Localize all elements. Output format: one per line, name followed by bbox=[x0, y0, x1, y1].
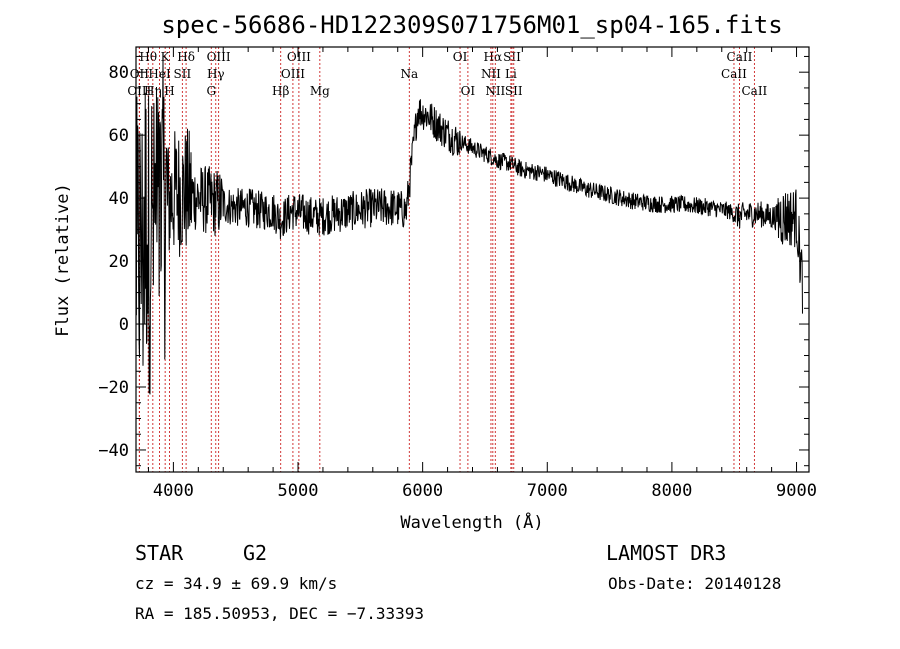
spectral-line-label-3: Hη bbox=[144, 84, 162, 98]
spectral-line-label-1: OII bbox=[130, 67, 150, 81]
spectral-line-label-27: CaII bbox=[741, 84, 767, 98]
object-subclass: G2 bbox=[243, 541, 267, 565]
spectral-line-label-17: OI bbox=[453, 50, 468, 64]
spectral-line-label-5: K bbox=[161, 50, 171, 64]
spectral-line-label-18: OI bbox=[461, 84, 476, 98]
spectral-line-label-0: Hθ bbox=[139, 50, 157, 64]
spectral-line-label-21: NII bbox=[485, 84, 505, 98]
spectral-line-label-7: Hδ bbox=[177, 50, 195, 64]
x-tick-label-1: 5000 bbox=[278, 481, 319, 501]
coordinates-info: RA = 185.50953, DEC = −7.33393 bbox=[135, 604, 424, 623]
spectrum-line bbox=[135, 55, 803, 395]
survey-name: LAMOST DR3 bbox=[606, 541, 726, 565]
spectral-line-label-15: Mg bbox=[310, 84, 330, 98]
x-tick-label-5: 9000 bbox=[776, 481, 817, 501]
spectral-line-label-20: NII bbox=[481, 67, 501, 81]
x-tick-label-2: 6000 bbox=[402, 481, 443, 501]
spectral-line-label-13: OIII bbox=[287, 50, 311, 64]
spectral-line-label-8: SII bbox=[174, 67, 192, 81]
y-tick-label-2: 0 bbox=[119, 315, 129, 335]
y-tick-label-6: 80 bbox=[109, 63, 129, 83]
spectral-line-label-23: Li bbox=[505, 67, 517, 81]
y-tick-label-4: 40 bbox=[109, 189, 129, 209]
axis-ticks: 4000 5000 6000 7000 8000 9000 −40 −20 0 20 40 60 80 bbox=[98, 47, 817, 501]
spectral-line-label-22: SII bbox=[503, 50, 521, 64]
spectral-line-label-10: Hγ bbox=[207, 67, 225, 81]
spectral-line-label-16: Na bbox=[400, 67, 418, 81]
spectral-line-label-9: OIII bbox=[207, 50, 231, 64]
spectral-line-label-14: OIII bbox=[281, 67, 305, 81]
y-tick-label-0: −40 bbox=[98, 441, 129, 461]
spectral-line-label-25: CaII bbox=[727, 50, 753, 64]
x-axis-label: Wavelength (Å) bbox=[400, 511, 543, 533]
spectral-line-label-12: Hβ bbox=[272, 84, 289, 98]
spectral-line-label-11: G bbox=[206, 84, 216, 98]
obs-date: Obs-Date: 20140128 bbox=[608, 574, 781, 593]
y-tick-label-5: 60 bbox=[109, 126, 129, 146]
redshift-info: cz = 34.9 ± 69.9 km/s bbox=[135, 574, 337, 593]
spectral-line-label-26: CaII bbox=[721, 67, 747, 81]
spectral-line-label-6: H bbox=[164, 84, 174, 98]
object-class: STAR bbox=[135, 541, 184, 565]
spectral-line-label-4: HeI bbox=[148, 67, 171, 81]
spectral-line-label-24: SII bbox=[505, 84, 523, 98]
x-tick-label-3: 7000 bbox=[527, 481, 568, 501]
y-axis-label: Flux (relative) bbox=[53, 183, 73, 337]
chart-title: spec-56686-HD122309S071756M01_sp04-165.f… bbox=[161, 11, 782, 39]
y-tick-label-3: 20 bbox=[109, 252, 129, 272]
x-tick-label-4: 8000 bbox=[651, 481, 692, 501]
y-tick-label-1: −20 bbox=[98, 378, 129, 398]
plot-frame bbox=[135, 46, 810, 473]
spectrum-series bbox=[135, 55, 803, 395]
x-tick-label-0: 4000 bbox=[153, 481, 194, 501]
spectral-line-label-19: Hα bbox=[484, 50, 503, 64]
